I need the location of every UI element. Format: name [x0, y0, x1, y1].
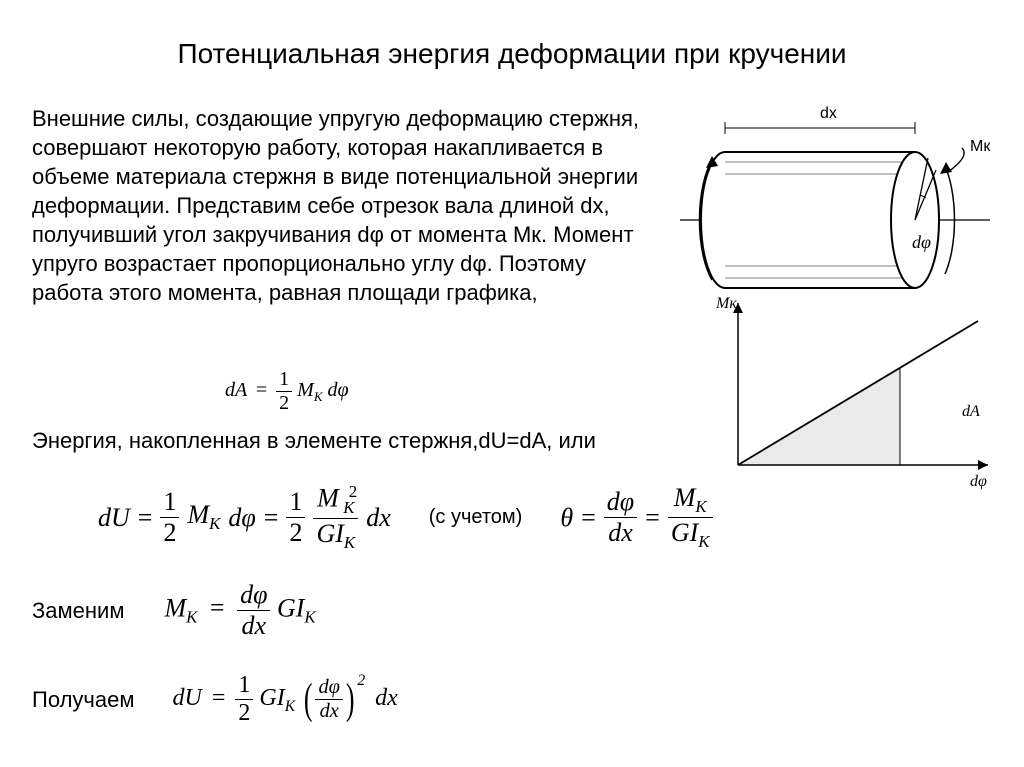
eq-token: dx — [366, 503, 391, 533]
frac-den: 2 — [286, 517, 305, 548]
fraction-half: 1 2 — [276, 368, 292, 415]
cylinder-svg: dφ — [670, 100, 1000, 290]
frac-den: GIK — [668, 517, 713, 552]
frac-den: 2 — [160, 517, 179, 548]
eq-token: dφ — [327, 379, 348, 401]
frac-num: dφ — [237, 580, 270, 610]
equation-du-row: dU = 1 2 MK dφ = 1 2 M2K GIK dx (с учето… — [98, 482, 713, 553]
equation-du-final: dU = 1 2 GIK ( dφ dx )2 dx — [172, 672, 397, 727]
frac-num: 1 — [286, 487, 305, 517]
eq-token: = — [138, 503, 153, 533]
frac-num: 1 — [160, 487, 179, 517]
eq-token: = — [581, 503, 596, 533]
eq-token: MK — [187, 500, 220, 534]
label-result: Получаем — [32, 687, 134, 713]
eq-token: M — [297, 379, 314, 401]
frac-num: dφ — [604, 487, 637, 517]
frac-den: dx — [237, 610, 270, 641]
frac-den: dx — [604, 517, 637, 548]
fraction-half: 1 2 — [286, 487, 305, 548]
eq-token: θ — [560, 503, 573, 533]
subscript: K — [314, 389, 323, 404]
fraction-dphi-dx: dφ dx — [237, 580, 270, 641]
line-result: Получаем dU = 1 2 GIK ( dφ dx )2 dx — [32, 672, 398, 727]
eq-token: dU — [98, 503, 130, 533]
graph-diagram: Mк dA dφ — [720, 295, 1010, 495]
equation-da: dA = 1 2 MK dφ — [225, 368, 349, 415]
frac-num: 1 — [276, 368, 292, 391]
text-energy-line: Энергия, накопленная в элементе стержня,… — [32, 428, 596, 454]
label-replace: Заменим — [32, 598, 124, 624]
label-dx: dx — [820, 105, 837, 123]
graph-label-y: Mк — [716, 295, 737, 313]
fraction-dphi-dx: dφ dx — [604, 487, 637, 548]
eq-token: = — [252, 379, 271, 401]
eq-token: dA — [225, 379, 247, 401]
frac-den: dx — [315, 699, 342, 723]
note-considering: (с учетом) — [429, 506, 523, 529]
label-mk: Mк — [970, 138, 990, 156]
svg-text:dφ: dφ — [912, 232, 931, 252]
line-replace: Заменим MK = dφ dx GIK — [32, 580, 316, 641]
frac-den: GIK — [313, 518, 358, 553]
frac-num: 1 — [235, 672, 253, 699]
fraction-half: 1 2 — [235, 672, 253, 727]
paren-open: ( — [304, 675, 313, 724]
frac-num: M2K — [313, 482, 358, 518]
eq-token: = — [264, 503, 279, 533]
frac-den: 2 — [235, 699, 253, 727]
frac-num: dφ — [315, 676, 342, 699]
graph-label-da: dA — [962, 403, 980, 421]
cylinder-diagram: dx Mк dφ — [670, 100, 1000, 290]
page-title: Потенциальная энергия деформации при кру… — [0, 38, 1024, 70]
fraction-mk-gi: MK GIK — [668, 483, 713, 552]
equation-mk: MK = dφ dx GIK — [164, 580, 315, 641]
eq-token: = — [645, 503, 660, 533]
frac-num: MK — [668, 483, 713, 517]
fraction-half: 1 2 — [160, 487, 179, 548]
graph-label-x: dφ — [970, 473, 987, 491]
eq-token: dφ — [228, 503, 255, 533]
graph-svg — [720, 295, 1010, 495]
frac-den: 2 — [276, 391, 292, 415]
fraction-mk2-gi: M2K GIK — [313, 482, 358, 553]
main-paragraph: Внешние силы, создающие упругую деформац… — [32, 104, 642, 307]
fraction-dphi-dx: dφ dx — [315, 676, 342, 723]
paren-close: ) — [346, 675, 355, 724]
